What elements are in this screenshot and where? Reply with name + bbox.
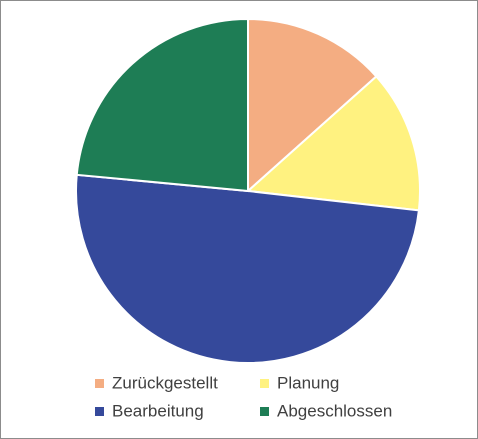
legend-swatch <box>260 407 269 416</box>
legend-label: Abgeschlossen <box>277 401 392 420</box>
legend-label: Bearbeitung <box>112 401 204 420</box>
pie-slice <box>247 17 378 194</box>
legend-swatch <box>95 407 104 416</box>
legend-label: Zurückgestellt <box>112 373 218 392</box>
pie-slice <box>75 17 249 193</box>
legend-label: Planung <box>277 373 339 392</box>
legend-swatch <box>260 379 269 388</box>
pie-slice <box>245 75 421 212</box>
legend-swatch <box>95 379 104 388</box>
pie-slice <box>75 173 421 364</box>
